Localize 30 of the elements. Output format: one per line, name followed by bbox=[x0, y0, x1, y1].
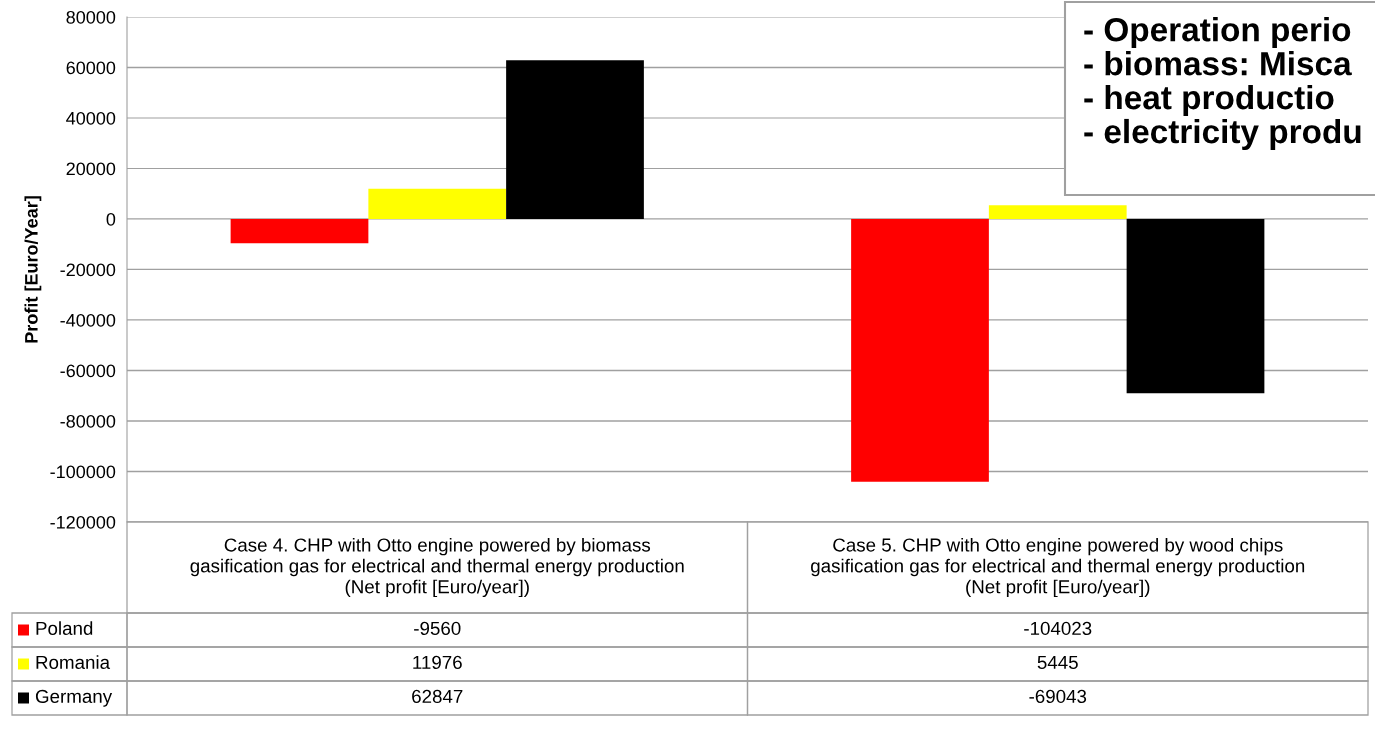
legend-label: Romania bbox=[36, 655, 111, 670]
y-tick-label: -20000 bbox=[60, 263, 116, 277]
y-axis-title: Profit [Euro/Year] bbox=[24, 196, 42, 343]
y-tick-label: -80000 bbox=[60, 414, 116, 428]
bar bbox=[1126, 219, 1265, 394]
y-tick-label: 60000 bbox=[66, 61, 116, 75]
annotation: - Operation perio - biomass: Misca - heat productio - electricity produ bbox=[1084, 17, 1361, 150]
y-tick-label: -100000 bbox=[50, 465, 116, 479]
data-label: -69043 bbox=[1029, 689, 1087, 704]
bar bbox=[230, 219, 369, 244]
x-tick-label: Case 4. CHP with Otto engine powered by biomass gasification gas for electrical and thermal energy production (Net profit [Euro/year]) bbox=[190, 537, 684, 598]
data-label: -9560 bbox=[414, 621, 461, 636]
y-tick-label: 20000 bbox=[66, 162, 116, 176]
legend-label: Germany bbox=[35, 689, 113, 707]
y-tick-label: -120000 bbox=[50, 515, 116, 529]
data-label: -104023 bbox=[1024, 621, 1092, 636]
x-tick-label: Case 5. CHP with Otto engine powered by wood chips gasification gas for electrical and thermal energy production (Net profit [Euro/year]) bbox=[811, 537, 1305, 598]
y-tick-label: -40000 bbox=[60, 313, 116, 327]
data-label: 5445 bbox=[1037, 655, 1078, 670]
y-tick-label: -60000 bbox=[60, 364, 116, 378]
y-tick-label: 0 bbox=[106, 212, 116, 226]
legend-label: Poland bbox=[36, 621, 93, 636]
data-label: 62847 bbox=[412, 689, 463, 704]
data-label: 11976 bbox=[413, 655, 462, 670]
y-tick-label: 40000 bbox=[66, 111, 116, 125]
y-tick-label: 80000 bbox=[66, 10, 116, 24]
bar bbox=[368, 188, 507, 219]
bar bbox=[851, 219, 989, 482]
bar bbox=[988, 205, 1127, 219]
bar bbox=[506, 60, 644, 219]
